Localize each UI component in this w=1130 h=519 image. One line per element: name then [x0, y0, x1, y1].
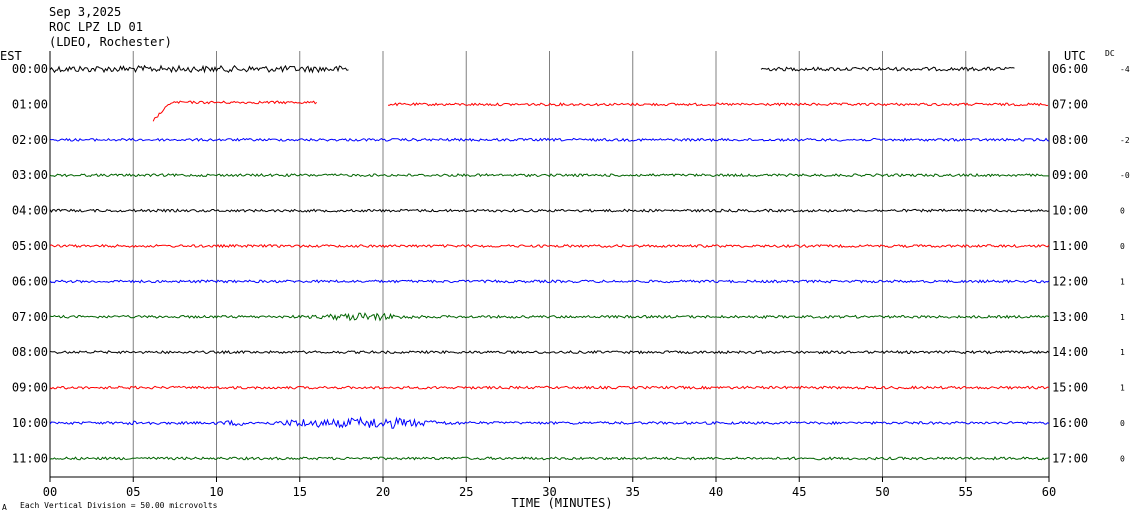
row-label-utc: 14:00 — [1052, 345, 1088, 359]
row-label-est: 10:00 — [12, 416, 48, 430]
x-tick-label: 20 — [376, 485, 390, 499]
row-label-est: 00:00 — [12, 62, 48, 76]
row-dc-offset: 1 — [1120, 384, 1125, 393]
row-label-est: 11:00 — [12, 451, 48, 465]
row-label-est: 05:00 — [12, 239, 48, 253]
plot-grid — [49, 51, 1050, 478]
row-dc-offset: -4 — [1120, 65, 1130, 74]
row-label-utc: 15:00 — [1052, 381, 1088, 395]
row-dc-offset: 0 — [1120, 207, 1125, 216]
row-dc-offset: 0 — [1120, 454, 1125, 463]
trace-0600-segment-1 — [49, 279, 1050, 284]
row-dc-offset: 0 — [1120, 419, 1125, 428]
row-dc-offset: -2 — [1120, 136, 1130, 145]
row-label-est: 01:00 — [12, 97, 48, 111]
trace-0100-segment-1 — [152, 100, 318, 122]
row-label-est: 07:00 — [12, 310, 48, 324]
x-tick-label: 10 — [209, 485, 223, 499]
x-axis: 00 05 10 15 20 25 30 35 40 45 50 55 60 — [43, 477, 1056, 499]
row-label-est: 06:00 — [12, 274, 48, 288]
header-station: ROC LPZ LD 01 — [49, 20, 143, 34]
row-label-utc: 06:00 — [1052, 62, 1088, 76]
header-date: Sep 3,2025 — [49, 5, 121, 19]
row-labels: 00:00 06:00 -4 01:00 07:00 02:00 08:00 -2 03:00 0… — [12, 62, 1130, 465]
header-network: (LDEO, Rochester) — [49, 35, 172, 49]
x-axis-title: TIME (MINUTES) — [511, 496, 612, 510]
trace-0800-segment-1 — [49, 349, 1050, 355]
dc-header-label: DC — [1105, 49, 1115, 58]
trace-0100-segment-2 — [388, 102, 1049, 107]
row-label-utc: 10:00 — [1052, 204, 1088, 218]
row-label-utc: 09:00 — [1052, 168, 1088, 182]
x-tick-label: 25 — [459, 485, 473, 499]
corner-mark: A — [2, 503, 7, 512]
trace-0500-segment-1 — [49, 243, 1050, 249]
scale-note: Each Vertical Division = 50.00 microvolt… — [20, 501, 218, 510]
row-dc-offset: 0 — [1120, 242, 1125, 251]
row-label-utc: 13:00 — [1052, 310, 1088, 324]
x-tick-label: 45 — [792, 485, 806, 499]
trace-0900-segment-1 — [49, 385, 1050, 390]
trace-0000-segment-1 — [49, 64, 349, 74]
est-zone-label: EST — [0, 49, 22, 63]
row-label-utc: 11:00 — [1052, 239, 1088, 253]
x-tick-label: 15 — [293, 485, 307, 499]
x-tick-label: 60 — [1042, 485, 1056, 499]
trace-0200-segment-1 — [49, 137, 1050, 142]
x-tick-label: 35 — [626, 485, 640, 499]
x-tick-label: 50 — [875, 485, 889, 499]
row-dc-offset: -0 — [1120, 171, 1130, 180]
row-label-est: 02:00 — [12, 133, 48, 147]
row-label-est: 04:00 — [12, 204, 48, 218]
x-tick-label: 55 — [959, 485, 973, 499]
row-dc-offset: 1 — [1120, 348, 1125, 357]
utc-zone-label: UTC — [1064, 49, 1086, 63]
x-tick-label: 40 — [709, 485, 723, 499]
trace-1000-segment-1 — [49, 415, 1050, 429]
trace-layer — [49, 64, 1050, 461]
x-tick-label: 05 — [126, 485, 140, 499]
row-label-utc: 07:00 — [1052, 97, 1088, 111]
row-label-est: 03:00 — [12, 168, 48, 182]
row-label-utc: 16:00 — [1052, 416, 1088, 430]
row-label-utc: 17:00 — [1052, 451, 1088, 465]
row-label-est: 08:00 — [12, 345, 48, 359]
row-label-utc: 08:00 — [1052, 133, 1088, 147]
x-tick-label: 30 — [542, 485, 556, 499]
trace-0400-segment-1 — [49, 208, 1050, 213]
row-label-est: 09:00 — [12, 381, 48, 395]
trace-0700-segment-1 — [49, 312, 1050, 322]
row-label-utc: 12:00 — [1052, 274, 1088, 288]
row-dc-offset: 1 — [1120, 277, 1125, 286]
trace-0300-segment-1 — [49, 173, 1050, 178]
trace-0000-segment-2 — [760, 66, 1015, 72]
row-dc-offset: 1 — [1120, 313, 1125, 322]
trace-1100-segment-1 — [49, 456, 1050, 461]
x-tick-label: 00 — [43, 485, 57, 499]
